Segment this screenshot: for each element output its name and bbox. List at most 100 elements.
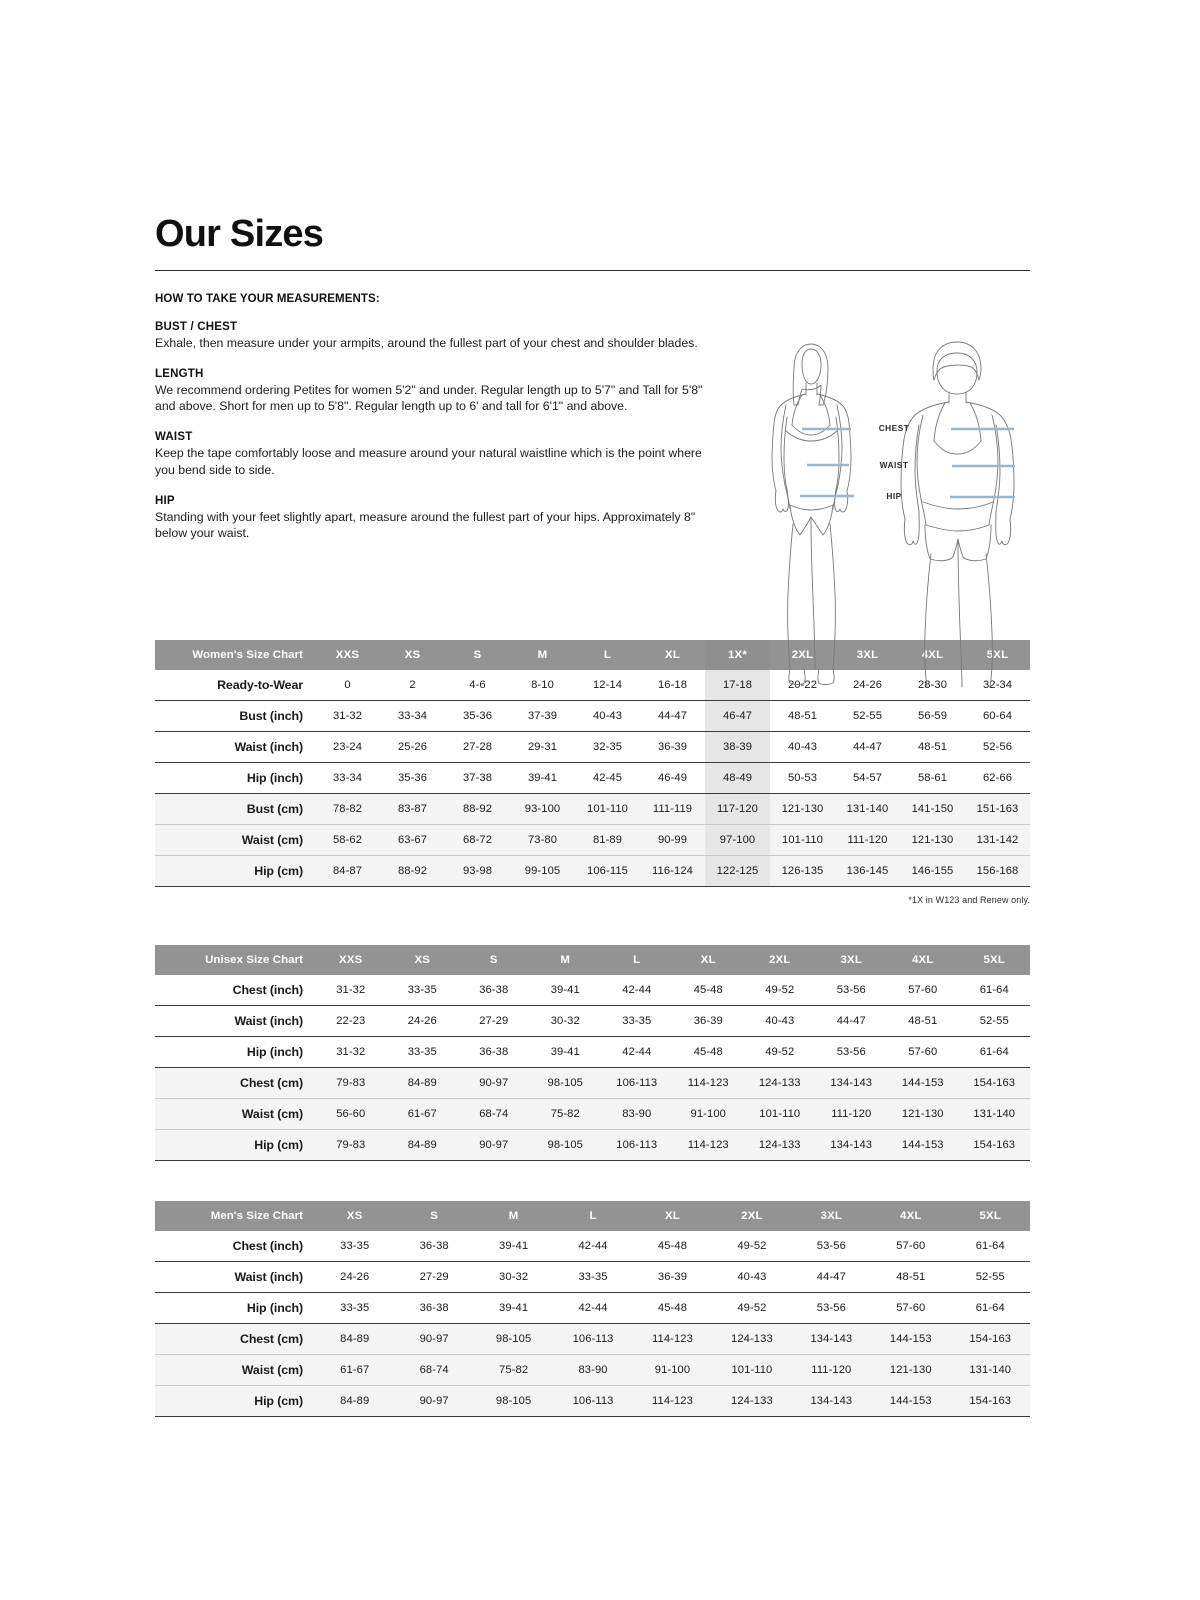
measurement-cell: 42-44 [601,1036,673,1068]
instructions-text-column: HOW TO TAKE YOUR MEASUREMENTS: BUST / CH… [155,293,715,542]
measurement-cell: 124-133 [712,1323,792,1355]
measurement-cell: 121-130 [770,793,835,825]
measurement-cell: 49-52 [744,1036,816,1068]
measurement-cell: 42-45 [575,762,640,794]
measurement-cell: 88-92 [380,855,445,887]
measurement-cell: 48-51 [871,1261,951,1293]
row-label: Hip (cm) [155,855,315,887]
measurement-cell: 136-145 [835,855,900,887]
measurement-cell: 25-26 [380,731,445,763]
measurement-cell: 42-44 [601,975,673,1006]
measurement-cell: 46-49 [640,762,705,794]
row-label: Hip (inch) [155,1292,315,1324]
measurement-cell: 17-18 [705,670,770,701]
measurement-cell: 57-60 [871,1231,951,1262]
measurement-cell: 33-34 [315,762,380,794]
measurement-cell: 81-89 [575,824,640,856]
measurement-cell: 144-153 [871,1323,951,1355]
measurement-cell: 101-110 [712,1354,792,1386]
measurement-cell: 144-153 [871,1385,951,1417]
measurement-cell: 8-10 [510,670,575,701]
measurement-cell: 56-59 [900,700,965,732]
measurement-cell: 60-64 [965,700,1030,732]
measurement-cell: 39-41 [473,1292,554,1324]
measurement-cell: 24-26 [835,670,900,701]
title-divider [155,270,1030,271]
table-row: Hip (cm) 84-89 90-97 98-105 106-113 114-123 12… [155,1385,1030,1417]
measurement-cell: 37-39 [510,700,575,732]
measurement-cell: 53-56 [815,1036,887,1068]
measurement-cell: 84-89 [386,1129,458,1161]
table-title: Women's Size Chart [155,640,315,670]
column-header-2xl: 2XL [770,640,835,670]
measurement-cell: 42-44 [553,1292,633,1324]
measurement-cell: 57-60 [887,975,959,1006]
size-table-mens: Men's Size Chart XS S M L XL 2XL 3XL 4XL 5XL Chest… [155,1201,1030,1417]
measurement-cell: 36-39 [632,1261,713,1293]
measurement-cell: 84-89 [315,1385,395,1417]
measurement-cell: 68-72 [445,824,510,856]
measurement-cell: 62-66 [965,762,1030,794]
hip-label: HIP [886,491,902,501]
measurement-cell: 61-67 [386,1098,458,1130]
row-label: Hip (cm) [155,1385,315,1417]
measurement-cell: 63-67 [380,824,445,856]
table-title: Unisex Size Chart [155,945,315,975]
table-header-row: Unisex Size Chart XXS XS S M L XL 2XL 3XL 4XL 5XL [155,945,1030,975]
table-row: Chest (inch) 33-35 36-38 39-41 42-44 45-48 49-… [155,1231,1030,1262]
table-row: Hip (cm) 84-87 88-92 93-98 99-105 106-115 116-… [155,855,1030,887]
measurement-cell: 35-36 [380,762,445,794]
row-label: Waist (inch) [155,1005,315,1037]
measurement-cell: 33-35 [601,1005,673,1037]
table-row: Bust (inch) 31-32 33-34 35-36 37-39 40-43 44-4… [155,700,1030,732]
measurement-cell: 33-35 [553,1261,633,1293]
measurement-cell: 44-47 [791,1261,872,1293]
measurement-cell: 23-24 [315,731,380,763]
measurement-cell: 56-60 [315,1098,387,1130]
measurement-cell: 134-143 [791,1323,872,1355]
instruction-section-waist: WAIST Keep the tape comfortably loose an… [155,431,715,478]
measurement-cell: 30-32 [529,1005,601,1037]
row-label: Chest (cm) [155,1323,315,1355]
measurement-cell: 91-100 [672,1098,744,1130]
measurement-cell: 154-163 [950,1323,1030,1355]
size-table-block-unisex: Unisex Size Chart XXS XS S M L XL 2XL 3XL 4XL 5XL C… [155,945,1030,1161]
measurement-cell: 83-87 [380,793,445,825]
measurement-cell: 52-56 [965,731,1030,763]
measurement-cell: 97-100 [705,824,770,856]
measurement-cell: 84-89 [315,1323,395,1355]
column-header-2xl: 2XL [744,945,816,975]
row-label: Chest (inch) [155,975,315,1006]
measurement-cell: 61-64 [958,975,1030,1006]
table-row: Bust (cm) 78-82 83-87 88-92 93-100 101-110 111… [155,793,1030,825]
table-header-row: Women's Size Chart XXS XS S M L XL 1X* 2XL 3XL 4XL… [155,640,1030,670]
column-header-m: M [529,945,601,975]
table-row: Waist (inch) 24-26 27-29 30-32 33-35 36-39 40-… [155,1261,1030,1293]
measurement-cell: 121-130 [871,1354,951,1386]
size-tables-container: Women's Size Chart XXS XS S M L XL 1X* 2XL 3XL 4XL… [155,640,1030,1417]
measurement-cell: 40-43 [712,1261,792,1293]
measurement-cell: 124-133 [712,1385,792,1417]
section-title: WAIST [155,431,193,444]
row-label: Hip (inch) [155,762,315,794]
measurement-cell: 106-113 [601,1067,673,1099]
measurement-cell: 45-48 [672,975,744,1006]
measurement-cell: 27-28 [445,731,510,763]
measurement-cell: 58-62 [315,824,380,856]
measurement-cell: 49-52 [712,1292,792,1324]
row-label: Hip (cm) [155,1129,315,1161]
measurement-cell: 24-26 [315,1261,395,1293]
column-header-2xl: 2XL [712,1201,792,1231]
column-header-3xl: 3XL [791,1201,872,1231]
column-header-1xstar: 1X* [705,640,770,670]
measurement-cell: 53-56 [791,1231,872,1262]
measurement-cell: 84-87 [315,855,380,887]
column-header-4xl: 4XL [887,945,959,975]
row-label: Waist (inch) [155,1261,315,1293]
row-label: Waist (inch) [155,731,315,763]
measurement-cell: 16-18 [640,670,705,701]
table-row: Waist (cm) 61-67 68-74 75-82 83-90 91-100 101-… [155,1354,1030,1386]
measurement-cell: 32-35 [575,731,640,763]
measurement-cell: 111-120 [815,1098,887,1130]
measurement-cell: 146-155 [900,855,965,887]
